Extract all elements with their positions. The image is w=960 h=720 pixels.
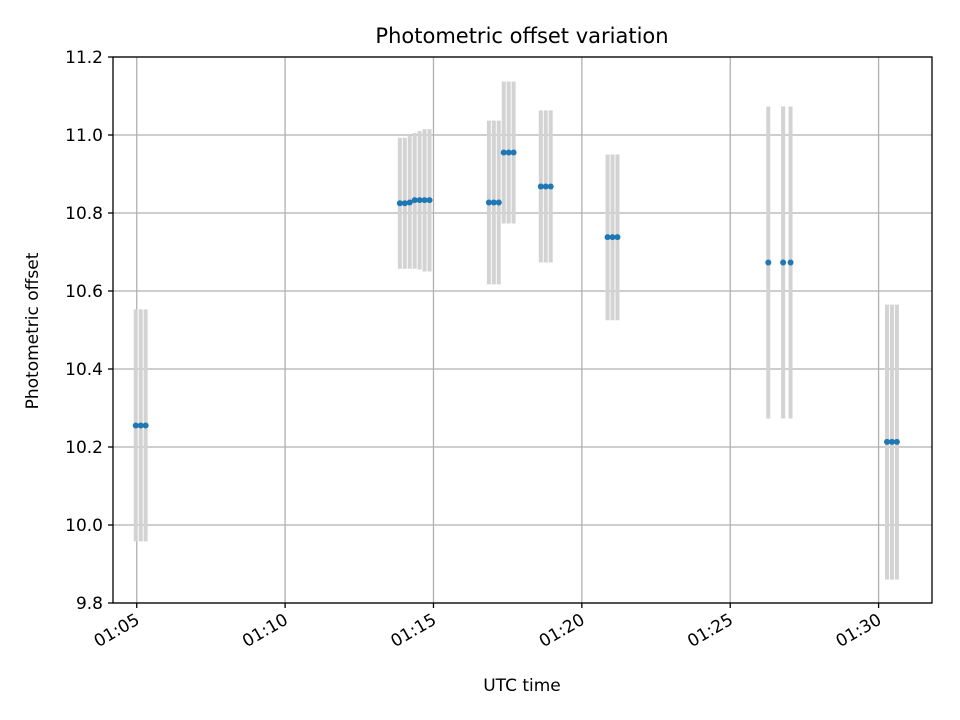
data-point	[137, 422, 144, 429]
y-tick-label: 11.2	[65, 48, 103, 68]
data-point	[547, 183, 554, 190]
data-point	[542, 183, 549, 190]
data-point	[411, 197, 418, 204]
data-point	[780, 259, 787, 266]
data-point	[406, 199, 413, 206]
y-tick-label: 9.8	[76, 594, 103, 614]
data-point	[401, 200, 408, 207]
y-tick-label: 10.0	[65, 516, 103, 536]
data-points	[132, 149, 900, 445]
plot-frame	[112, 56, 933, 604]
data-point	[614, 234, 621, 241]
data-point	[490, 199, 497, 206]
data-point	[396, 200, 403, 207]
y-axis-label: Photometric offset	[23, 252, 43, 409]
data-point	[132, 422, 139, 429]
chart-title: Photometric offset variation	[375, 24, 668, 48]
y-tick-label: 10.2	[65, 438, 103, 458]
x-axis-label: UTC time	[483, 676, 561, 696]
y-tick-label: 11.0	[65, 126, 103, 146]
y-tick-label: 10.8	[65, 204, 103, 224]
data-point	[426, 197, 433, 204]
data-point	[510, 149, 517, 156]
data-point	[883, 438, 890, 445]
y-tick-label: 10.6	[65, 282, 103, 302]
data-point	[765, 259, 772, 266]
data-point	[421, 197, 428, 204]
y-tick-label: 10.4	[65, 360, 103, 380]
data-point	[604, 234, 611, 241]
data-point	[142, 422, 149, 429]
data-point	[495, 199, 502, 206]
data-point	[500, 149, 507, 156]
data-point	[893, 438, 900, 445]
data-point	[485, 199, 492, 206]
data-point	[888, 438, 895, 445]
data-point	[787, 259, 794, 266]
data-point	[609, 234, 616, 241]
data-point	[505, 149, 512, 156]
data-point	[416, 197, 423, 204]
data-point	[537, 183, 544, 190]
